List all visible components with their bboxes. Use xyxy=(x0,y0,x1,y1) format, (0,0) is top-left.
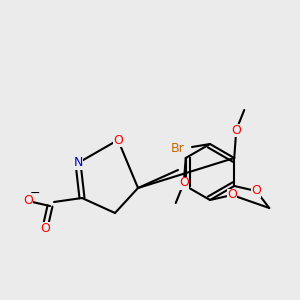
Text: O: O xyxy=(113,134,123,146)
Text: Br: Br xyxy=(171,142,185,155)
Text: O: O xyxy=(227,188,237,202)
Text: −: − xyxy=(30,187,40,200)
Text: N: N xyxy=(73,157,83,169)
Text: O: O xyxy=(179,176,189,190)
Text: O: O xyxy=(251,184,261,197)
Text: O: O xyxy=(231,124,241,136)
Text: O: O xyxy=(23,194,33,208)
Text: O: O xyxy=(40,221,50,235)
